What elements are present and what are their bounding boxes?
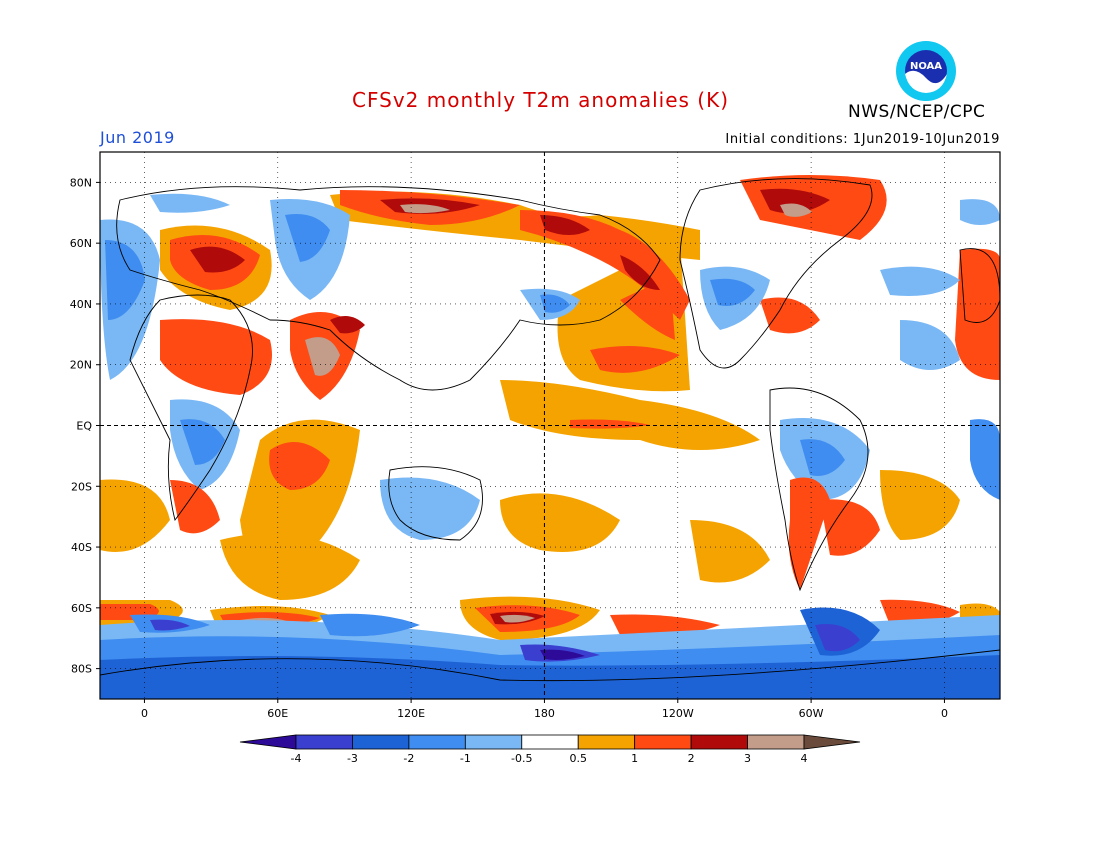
colorbar-segment <box>295 734 353 750</box>
colorbar: -4 -3 -2 -1 -0.5 0.5 1 2 3 4 <box>239 734 861 765</box>
map-grid <box>100 152 1000 699</box>
coastlines <box>100 178 1000 682</box>
noaa-logo: NOAA <box>896 41 956 101</box>
colorbar-segment <box>521 734 579 750</box>
colorbar-segment <box>464 734 523 750</box>
colorbar-label: -2 <box>403 752 414 765</box>
lon-label: 60E <box>267 707 288 720</box>
latitude-labels: 80N 60N 40N 20N EQ 20S 40S 60S 80S <box>70 176 100 676</box>
chart-title: CFSv2 monthly T2m anomalies (K) <box>352 88 729 112</box>
lat-label: 40S <box>71 541 92 554</box>
lat-label: 40N <box>70 298 92 311</box>
colorbar-max-arrow <box>803 734 861 750</box>
lon-label: 120W <box>662 707 694 720</box>
colorbar-label: 0.5 <box>569 752 587 765</box>
colorbar-label: -1 <box>460 752 471 765</box>
colorbar-label: -3 <box>347 752 358 765</box>
lon-label: 0 <box>941 707 948 720</box>
colorbar-label: 3 <box>744 752 751 765</box>
longitude-labels: 0 60E 120E 180 120W 60W 0 <box>141 699 948 720</box>
colorbar-label: 4 <box>801 752 808 765</box>
colorbar-label: -4 <box>291 752 302 765</box>
lat-label: 60N <box>70 237 92 250</box>
colorbar-segment <box>634 734 692 750</box>
colorbar-segment <box>577 734 636 750</box>
colorbar-segment <box>747 734 805 750</box>
lat-label: 60S <box>71 602 92 615</box>
lon-label: 0 <box>141 707 148 720</box>
lat-label: 20S <box>71 480 92 493</box>
colorbar-label: 1 <box>631 752 638 765</box>
lon-label: 60W <box>799 707 824 720</box>
noaa-logo-text: NOAA <box>910 61 942 72</box>
lon-label: 180 <box>534 707 555 720</box>
colorbar-segment <box>690 734 748 750</box>
lat-label: 80S <box>71 663 92 676</box>
lat-label: 80N <box>70 176 92 189</box>
colorbar-label: 2 <box>688 752 695 765</box>
colorbar-label: -0.5 <box>511 752 532 765</box>
lat-label: 20N <box>70 359 92 372</box>
colorbar-segment <box>352 734 410 750</box>
colorbar-segment <box>408 734 466 750</box>
month-label: Jun 2019 <box>100 128 175 147</box>
colorbar-min-arrow <box>239 734 297 750</box>
lon-label: 120E <box>397 707 425 720</box>
initial-conditions-label: Initial conditions: 1Jun2019-10Jun2019 <box>725 132 1000 147</box>
lat-label: EQ <box>76 420 92 433</box>
org-label: NWS/NCEP/CPC <box>848 102 986 122</box>
